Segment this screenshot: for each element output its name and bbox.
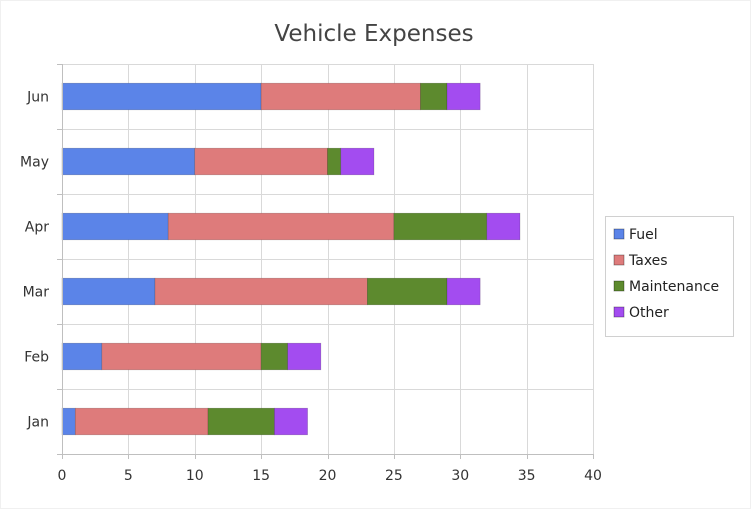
legend-swatch xyxy=(613,306,625,318)
bar-segment-maintenance-apr xyxy=(393,212,488,241)
bar-segment-taxes-may xyxy=(194,147,328,176)
bar-segment-other-may xyxy=(340,147,375,176)
bars xyxy=(61,82,521,436)
bar-segment-other-jun xyxy=(446,82,481,111)
bar-segment-fuel-feb xyxy=(61,342,103,371)
bar-segment-taxes-mar xyxy=(154,277,368,306)
y-tick-label: Jan xyxy=(26,415,49,431)
axes: 0 5 10 15 20 25 30 35 40 Jan Feb Mar Apr May Jun xyxy=(20,64,602,484)
x-tick-label: 35 xyxy=(518,468,536,484)
legend-swatch xyxy=(613,254,625,266)
x-tick-label: 40 xyxy=(584,468,602,484)
x-tick-label: 5 xyxy=(124,468,133,484)
x-tick-label: 0 xyxy=(58,468,67,484)
legend-label: Other xyxy=(629,305,669,321)
bar-segment-fuel-may xyxy=(61,147,196,176)
x-tick-label: 20 xyxy=(319,468,337,484)
bar-segment-other-mar xyxy=(446,277,481,306)
bar-segment-fuel-jan xyxy=(61,407,76,436)
bar-segment-other-feb xyxy=(287,342,322,371)
bar-segment-other-apr xyxy=(486,212,521,241)
bar-segment-fuel-mar xyxy=(61,277,156,306)
bar-segment-maintenance-may xyxy=(327,147,342,176)
x-tick-label: 25 xyxy=(385,468,403,484)
legend-box xyxy=(605,216,734,337)
legend-swatch xyxy=(613,228,625,240)
y-tick-label: Apr xyxy=(25,220,49,236)
y-tick-label: Feb xyxy=(24,350,49,366)
bar-segment-taxes-jan xyxy=(74,407,209,436)
bar-segment-maintenance-feb xyxy=(260,342,288,371)
legend-label: Fuel xyxy=(629,227,658,243)
bar-segment-maintenance-jan xyxy=(207,407,275,436)
legend-label: Maintenance xyxy=(629,279,719,295)
bar-segment-taxes-apr xyxy=(167,212,395,241)
bar-segment-fuel-apr xyxy=(61,212,169,241)
bar-segment-taxes-feb xyxy=(101,342,262,371)
grid-lines xyxy=(62,64,594,455)
bar-segment-maintenance-jun xyxy=(420,82,448,111)
y-tick-label: Jun xyxy=(26,90,49,106)
bar-segment-maintenance-mar xyxy=(367,277,448,306)
y-tick-label: Mar xyxy=(23,285,50,301)
bar-segment-other-jan xyxy=(274,407,308,436)
bar-segment-taxes-jun xyxy=(260,82,421,111)
x-tick-label: 30 xyxy=(451,468,469,484)
chart-title: Vehicle Expenses xyxy=(274,21,473,47)
legend: Fuel Taxes Maintenance Other xyxy=(605,216,734,337)
legend-label: Taxes xyxy=(628,253,668,269)
bar-segment-fuel-jun xyxy=(61,82,262,111)
x-tick-label: 10 xyxy=(186,468,204,484)
x-tick-label: 15 xyxy=(252,468,270,484)
y-tick-label: May xyxy=(20,155,49,171)
legend-swatch xyxy=(613,280,625,292)
